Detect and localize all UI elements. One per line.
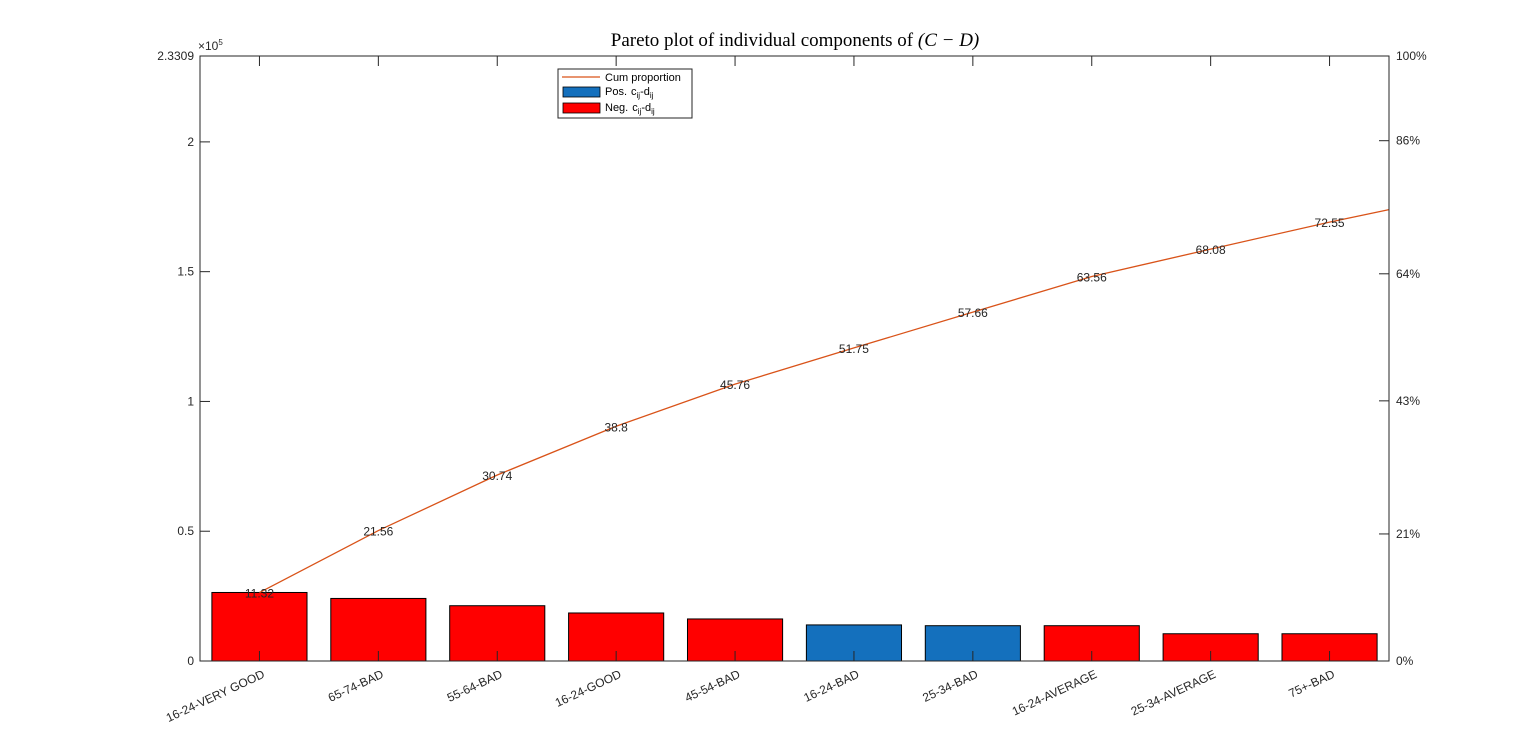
x-tick-label: 45-54-BAD [683,667,743,705]
bars-layer [211,591,1378,662]
x-tick-label: 25-34-AVERAGE [1129,667,1218,718]
y2-tick-label: 100% [1396,49,1427,63]
y-tick-label: 2 [187,135,194,149]
plot-frame [199,55,1390,662]
cum-labels-layer: 11.32 21.56 30.74 38.8 45.76 51.75 57.66 63.56 6… [245,216,1345,600]
cum-data-label: 11.32 [245,587,274,601]
y2-tick-label: 43% [1396,394,1420,408]
cum-data-label: 68.08 [1196,243,1226,257]
y-tick-label: 2.3309 [157,49,194,63]
cum-data-label: 21.56 [363,525,393,539]
y-exponent-label: ×105 [198,38,223,53]
legend-cum-proportion: Cum proportion [605,72,681,84]
y-tick-label: 0.5 [177,524,194,538]
cum-data-label: 63.56 [1077,270,1107,284]
y2-tick-label: 64% [1396,267,1420,281]
y2-tick-label: 0% [1396,654,1414,668]
x-tick-label: 55-64-BAD [445,667,505,705]
cum-data-label: 72.55 [1315,216,1345,230]
chart-title: Pareto plot of individual components of … [611,30,980,51]
x-tick-label: 16-24-VERY GOOD [164,667,267,725]
y-tick-label: 0 [187,654,194,668]
x-tick-label: 65-74-BAD [326,667,386,705]
x-tick-label: 16-24-AVERAGE [1010,667,1099,718]
bar-2 [330,597,427,662]
cum-data-label: 38.8 [604,420,628,434]
y-tick-label: 1 [187,394,194,408]
legend-pos-swatch [562,86,601,98]
cum-line-layer [259,209,1390,594]
legend-pos-label: Pos. cij-dij [605,86,654,100]
y-tick-label: 1.5 [177,265,194,279]
x-tick-label: 16-24-GOOD [553,667,624,710]
cum-data-label: 51.75 [839,342,869,356]
cum-data-label: 57.66 [958,306,988,320]
x-tick-label: 25-34-BAD [920,667,980,705]
y2-tick-label: 86% [1396,134,1420,148]
x-tick-label: 16-24-BAD [801,667,861,705]
legend-neg-label: Neg. cij-dij [605,102,655,116]
bar-1 [211,591,308,662]
bar-4 [568,612,665,662]
legend: Cum proportion Pos. cij-dij Neg. cij-dij [557,68,693,119]
cum-data-label: 45.76 [720,378,750,392]
cum-proportion-line [259,209,1390,594]
legend-neg-swatch [562,102,601,114]
y2-tick-label: 21% [1396,527,1420,541]
cum-data-label: 30.74 [482,469,512,483]
x-tick-label: 75+-BAD [1286,667,1337,701]
